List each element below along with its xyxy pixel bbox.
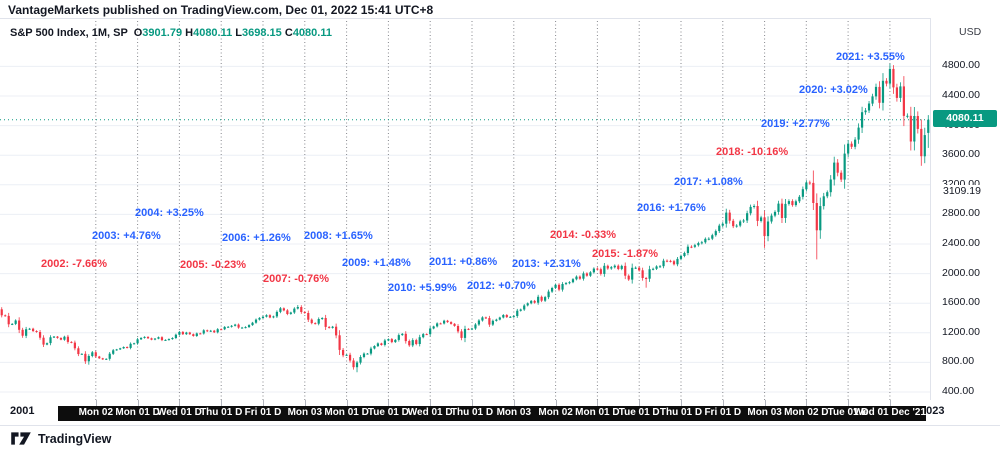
date-highlight-bar: Mon 02 Mon 01 D Wed 01 D Thu 01 D Fri 01 D Mo… <box>58 406 926 421</box>
price-axis[interactable]: USD 4080.11 3109.19 4800.004400.004000.0… <box>930 18 1000 400</box>
price-tick-label: 2400.00 <box>942 237 980 249</box>
annual-return-label: 2009: +1.48% <box>342 257 411 269</box>
annual-return-label: 2017: +1.08% <box>674 176 743 188</box>
date-label: Mon 03 <box>747 407 782 418</box>
time-tick <box>137 400 139 406</box>
date-label: Tue 01 D <box>618 407 660 418</box>
annual-return-label: 2015: -1.87% <box>592 248 659 260</box>
date-label: Thu 01 D <box>450 407 494 418</box>
ohlc-key: L <box>235 27 243 39</box>
date-label: Mon 02 D <box>784 407 829 418</box>
currency-label: USD <box>959 26 982 38</box>
date-label: Mon 03 <box>496 407 532 418</box>
date-label: Fri 01 D <box>704 407 742 418</box>
ohlc-value: 4080.11 <box>193 27 233 39</box>
time-tick <box>722 400 724 406</box>
ohlc-values: O3901.79 H4080.11 L3698.15 C4080.11 <box>131 27 332 39</box>
date-label: Mon 01 D <box>575 407 620 418</box>
year-label-right: 2023 <box>920 405 945 417</box>
date-label: Tue 01 D <box>827 407 869 418</box>
annual-return-label: 2018: -10.16% <box>716 146 789 158</box>
symbol-legend: S&P 500 Index, 1M, SP O3901.79 H4080.11 … <box>10 27 332 39</box>
footer: TradingView <box>0 425 1000 450</box>
time-tick <box>430 400 432 406</box>
annual-return-label: 2020: +3.02% <box>799 84 868 96</box>
time-tick <box>472 400 473 406</box>
published-attribution: VantageMarkets published on TradingView.… <box>8 3 434 17</box>
time-tick <box>889 400 891 406</box>
annual-return-label: 2014: -0.33% <box>550 229 617 241</box>
price-tick-label: 1600.00 <box>942 296 980 309</box>
date-label: Thu 01 D <box>200 407 243 418</box>
time-tick <box>681 400 682 406</box>
annual-return-label: 2008: +1.65% <box>304 230 373 242</box>
annual-return-label: 2006: +1.26% <box>222 232 291 244</box>
tradingview-brand[interactable]: TradingView <box>10 431 111 446</box>
current-price-badge[interactable]: 4080.11 <box>933 110 997 128</box>
date-label: Tue 01 D <box>367 407 409 418</box>
price-tick-label: 2000.00 <box>942 266 980 279</box>
date-label: Mon 01 D <box>115 407 160 418</box>
time-tick <box>597 400 599 406</box>
price-tick-label: 4800.00 <box>942 59 980 72</box>
time-tick <box>304 400 306 406</box>
annual-return-label: 2013: +2.31% <box>512 258 581 270</box>
time-axis[interactable]: 2001 2023 Mon 02 Mon 01 D Wed 01 D Thu 01 D… <box>0 400 1000 425</box>
date-label: Wed 01 Dec '21 <box>853 407 926 418</box>
ohlc-key: C <box>284 27 293 39</box>
annual-return-label: 2021: +3.55% <box>836 51 905 63</box>
annual-return-label: 2012: +0.70% <box>467 280 536 292</box>
time-tick <box>263 400 264 406</box>
date-label: Fri 01 D <box>244 407 282 418</box>
annual-return-label: 2003: +4.76% <box>92 230 161 242</box>
price-tick-label: 800.00 <box>942 355 975 368</box>
ohlc-value: 4080.11 <box>292 27 332 39</box>
price-tick-label: 2800.00 <box>942 207 980 220</box>
annual-return-label: 2007: -0.76% <box>263 273 330 285</box>
annual-return-label: 2004: +3.25% <box>135 207 204 219</box>
year-label-left: 2001 <box>10 405 35 417</box>
time-tick <box>179 400 181 406</box>
time-tick <box>764 400 766 406</box>
price-tick-label: 4400.00 <box>942 89 980 101</box>
date-label: Mon 02 <box>538 407 573 418</box>
annual-return-label: 2016: +1.76% <box>637 202 706 214</box>
time-tick <box>639 400 641 406</box>
symbol-title[interactable]: S&P 500 Index, 1M, SP <box>10 27 128 39</box>
date-label: Wed 01 D <box>407 407 453 418</box>
ohlc-key: O <box>133 27 143 39</box>
date-label: Mon 02 <box>78 407 114 418</box>
price-level-label: 3109.19 <box>941 184 983 197</box>
ohlc-value: 3698.15 <box>242 27 282 39</box>
date-label: Mon 01 D <box>324 407 369 418</box>
time-tick <box>555 400 557 406</box>
time-tick <box>95 400 97 406</box>
chart-pane[interactable]: S&P 500 Index, 1M, SP O3901.79 H4080.11 … <box>0 18 930 402</box>
price-tick-label: 3600.00 <box>942 148 980 161</box>
annual-return-label: 2002: -7.66% <box>41 258 108 270</box>
annual-return-label: 2010: +5.99% <box>388 282 457 294</box>
price-tick-label: 400.00 <box>942 385 975 397</box>
price-tick-label: 1200.00 <box>942 325 980 338</box>
brand-name: TradingView <box>38 431 112 446</box>
time-tick <box>806 400 808 406</box>
date-label: Wed 01 D <box>156 407 202 418</box>
time-tick <box>221 400 223 406</box>
candlestick-plot[interactable] <box>0 19 930 401</box>
ohlc-key: H <box>185 27 194 39</box>
annual-return-label: 2005: -0.23% <box>180 259 247 271</box>
tradingview-logo-icon <box>11 432 31 445</box>
annual-return-label: 2019: +2.77% <box>761 118 830 130</box>
time-tick <box>346 400 348 406</box>
date-label: Thu 01 D <box>659 407 703 418</box>
time-tick <box>513 400 515 406</box>
time-tick <box>388 400 390 406</box>
time-tick <box>848 400 850 406</box>
ohlc-value: 3901.79 <box>142 27 183 39</box>
date-label: Mon 03 <box>287 407 323 418</box>
annual-return-label: 2011: +0.86% <box>429 256 498 268</box>
